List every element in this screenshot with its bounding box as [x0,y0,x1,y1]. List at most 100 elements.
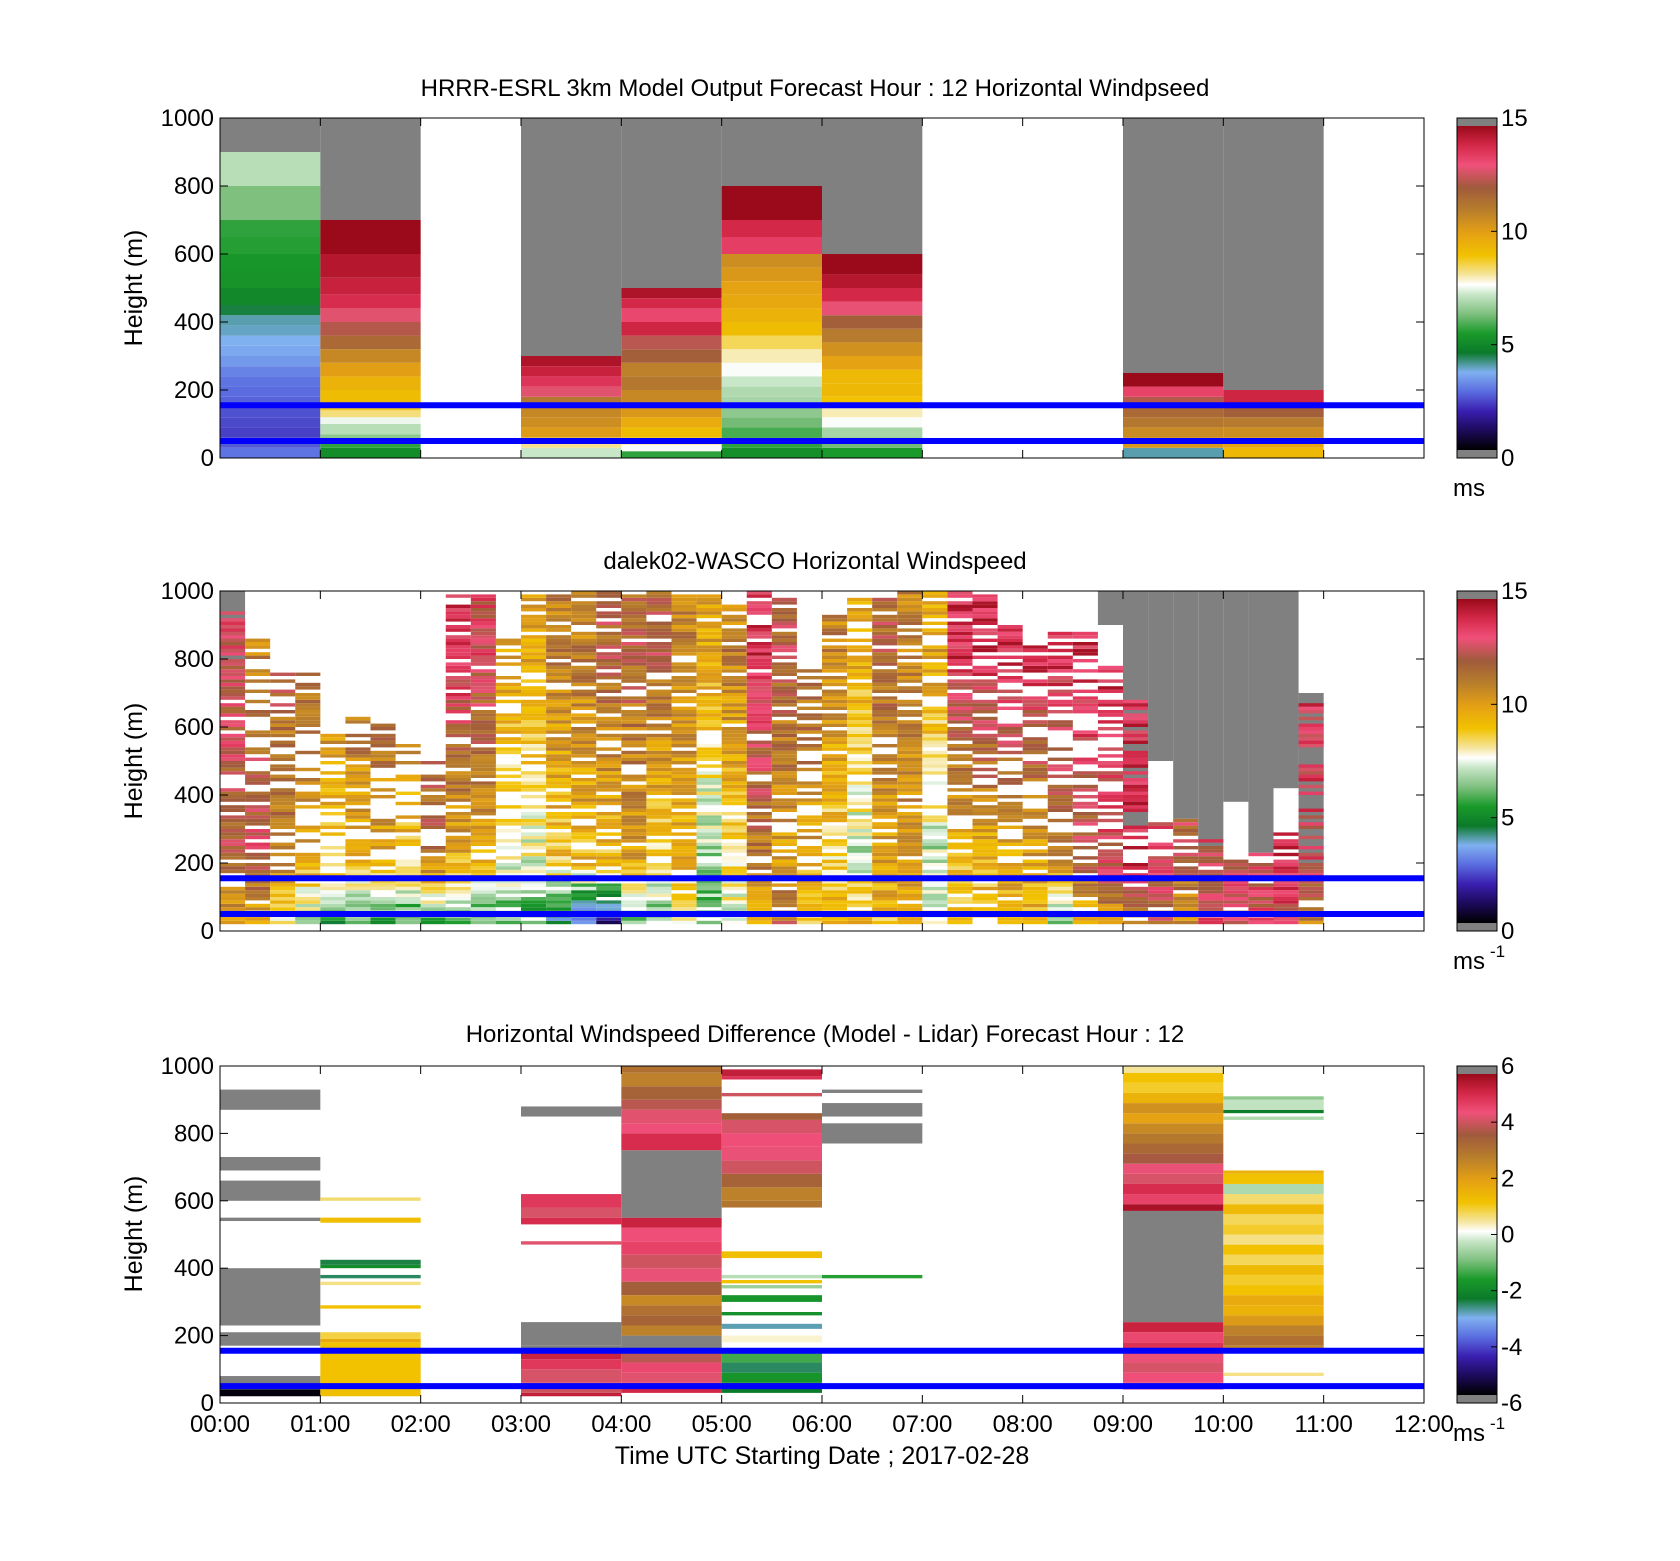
heatmap-cell [1047,635,1073,639]
heatmap-cell [220,689,246,693]
heatmap-cell [646,822,672,826]
y-tick-label: 1000 [161,105,214,132]
heatmap-cell [521,727,547,731]
heatmap-cell [571,815,597,819]
heatmap-cell [1123,764,1149,768]
heatmap-cell [1198,893,1224,897]
heatmap-cell [445,710,471,714]
heatmap-cell [621,1315,722,1326]
heatmap-cell [897,873,923,877]
heatmap-cell [571,699,597,704]
heatmap-cell [1072,703,1098,707]
heatmap-cell [771,750,797,755]
heatmap-cell [947,801,973,806]
heatmap-cell [1072,788,1098,792]
heatmap-cell [796,890,822,894]
heatmap-cell [621,710,647,714]
heatmap-cell [546,723,572,727]
heatmap-cell [621,614,647,619]
heatmap-cell [922,818,948,823]
heatmap-cell [395,791,421,795]
heatmap-cell [270,710,296,714]
heatmap-cell [822,655,848,659]
heatmap-cell [822,818,848,823]
heatmap-cell [546,608,572,612]
heatmap-cell [746,696,772,700]
heatmap-cell [1223,1295,1324,1306]
heatmap-cell [721,900,747,904]
heatmap-cell [922,805,948,809]
heatmap-cell [546,689,572,693]
heatmap-cell [596,645,622,649]
heatmap-cell [897,920,923,925]
heatmap-cell [746,740,772,744]
heatmap-cell [320,771,346,775]
heatmap-cell [847,659,873,663]
heatmap-cell [521,808,547,812]
heatmap-cell [822,628,848,632]
heatmap-cell [571,635,597,639]
heatmap-cell [721,118,822,186]
heatmap-cell [1022,723,1048,727]
heatmap-cell [1298,869,1324,874]
heatmap-cell [370,761,396,765]
heatmap-cell [646,818,672,823]
heatmap-cell [546,710,572,714]
heatmap-cell [696,672,722,676]
heatmap-cell [1223,890,1249,894]
heatmap-cell [220,642,246,646]
heatmap-cell [1198,897,1224,901]
heatmap-cell [1298,730,1324,734]
heatmap-cell [972,744,998,748]
heatmap-cell [721,186,822,220]
heatmap-cell [1123,1066,1224,1073]
heatmap-cell [696,665,722,670]
heatmap-cell [270,842,296,846]
heatmap-cell [546,601,572,605]
heatmap-cell [822,893,848,897]
heatmap-cell [571,825,597,829]
heatmap-cell [521,662,547,666]
heatmap-cell [671,754,697,758]
heatmap-cell [1097,699,1123,704]
heatmap-cell [1123,890,1149,894]
heatmap-cell [1022,648,1048,653]
heatmap-cell [1022,859,1048,863]
heatmap-cell [1123,699,1149,704]
heatmap-cell [571,880,597,884]
heatmap-cell [1123,706,1149,710]
heatmap-cell [596,880,622,884]
heatmap-cell [746,825,772,829]
heatmap-cell [1097,689,1123,693]
heatmap-cell [1148,883,1174,887]
heatmap-cell [671,686,697,690]
heatmap-cell [897,601,923,605]
heatmap-cell [847,611,873,615]
heatmap-cell [646,747,672,751]
heatmap-cell [696,601,722,605]
heatmap-cell [796,897,822,901]
heatmap-cell [470,808,496,812]
heatmap-cell [495,740,521,744]
heatmap-cell [1123,407,1224,418]
heatmap-cell [1022,873,1048,877]
heatmap-cell [721,832,747,836]
heatmap-cell [470,679,496,683]
heatmap-cell [470,754,496,758]
heatmap-cell [947,713,973,717]
heatmap-cell [521,900,547,904]
heatmap-cell [220,703,246,707]
heatmap-cell [646,625,672,629]
heatmap-cell [1097,832,1123,836]
heatmap-cell [771,703,797,707]
heatmap-cell [220,396,321,407]
heatmap-cell [1273,863,1299,867]
heatmap-cell [596,747,622,751]
heatmap-cell [270,907,296,911]
heatmap-cell [997,795,1023,799]
heatmap-cell [571,659,597,663]
heatmap-cell [546,822,572,826]
heatmap-cell [621,1281,722,1296]
heatmap-cell [1298,727,1324,731]
